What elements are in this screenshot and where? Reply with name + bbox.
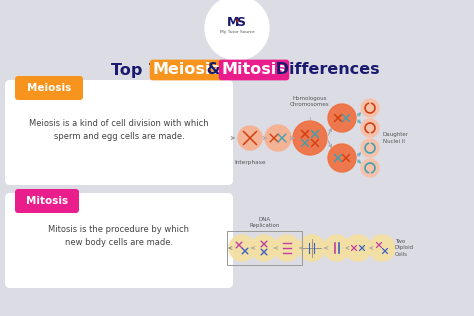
Text: Two
Diploid
Cells: Two Diploid Cells (395, 239, 414, 257)
Circle shape (205, 0, 269, 60)
Text: My Tutor Source: My Tutor Source (219, 30, 255, 34)
Text: M: M (227, 15, 239, 28)
FancyBboxPatch shape (5, 80, 233, 185)
Text: Differences: Differences (270, 63, 380, 77)
Circle shape (299, 235, 325, 261)
Circle shape (293, 121, 327, 155)
FancyBboxPatch shape (5, 193, 233, 288)
Circle shape (229, 235, 255, 261)
Text: •: • (235, 17, 239, 27)
Circle shape (251, 235, 277, 261)
Circle shape (265, 125, 291, 151)
Circle shape (361, 159, 379, 177)
Text: Mitosis: Mitosis (222, 63, 286, 77)
Circle shape (274, 235, 300, 261)
Text: Mitosis is the procedure by which
new body cells are made.: Mitosis is the procedure by which new bo… (48, 225, 190, 247)
Text: Meiosis: Meiosis (153, 63, 220, 77)
Text: S: S (237, 15, 246, 28)
Circle shape (361, 99, 379, 117)
Circle shape (324, 235, 350, 261)
Circle shape (361, 119, 379, 137)
Text: Mitosis: Mitosis (26, 196, 68, 206)
Circle shape (361, 139, 379, 157)
Text: Meiosis: Meiosis (27, 83, 71, 93)
Circle shape (238, 126, 262, 150)
Text: &: & (201, 63, 226, 77)
Text: Meiosis is a kind of cell division with which
sperm and egg cells are made.: Meiosis is a kind of cell division with … (29, 118, 209, 142)
Text: Interphase: Interphase (234, 160, 266, 165)
Text: DNA
Replication: DNA Replication (249, 217, 280, 228)
FancyBboxPatch shape (15, 189, 79, 213)
Circle shape (345, 235, 371, 261)
Circle shape (328, 104, 356, 132)
FancyBboxPatch shape (15, 76, 83, 100)
Circle shape (328, 144, 356, 172)
Text: Daughter
Nuclei II: Daughter Nuclei II (383, 132, 409, 143)
Circle shape (369, 235, 395, 261)
Text: Homologous
Chromosomes: Homologous Chromosomes (290, 96, 330, 107)
Text: Top 7: Top 7 (111, 63, 165, 77)
